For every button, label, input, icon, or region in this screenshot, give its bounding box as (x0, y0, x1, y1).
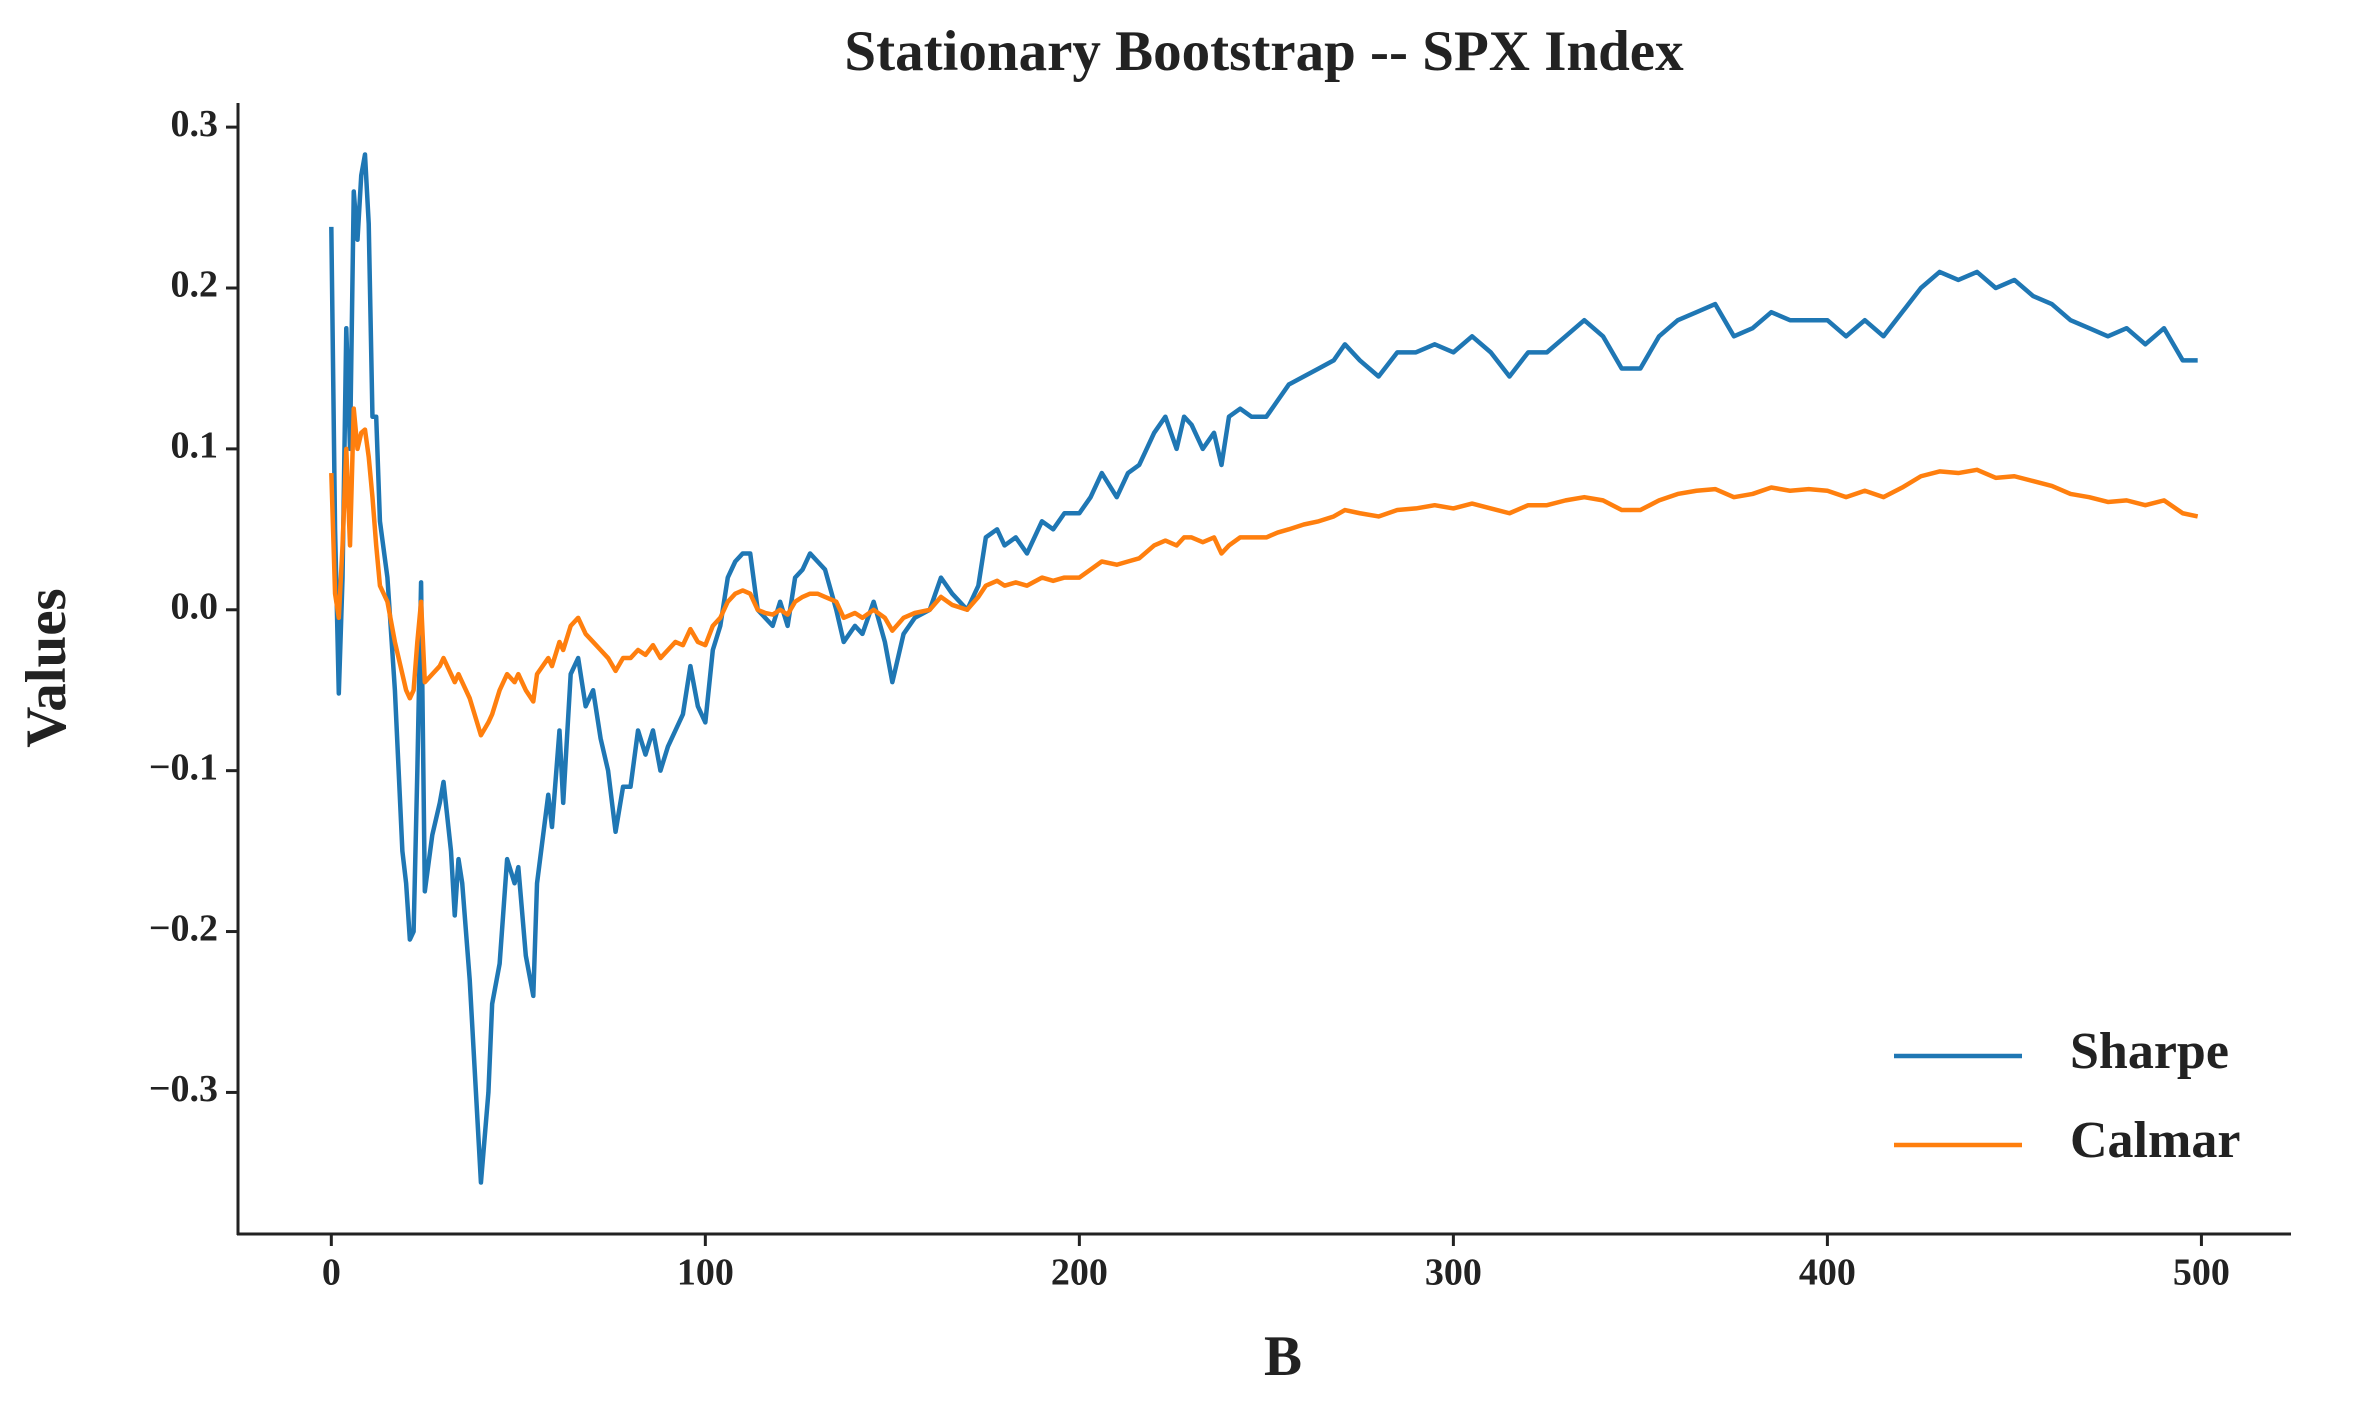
x-tick-label: 400 (1799, 1252, 1856, 1294)
y-tick-label: 0.1 (171, 425, 219, 467)
y-tick-label: −0.1 (149, 746, 218, 788)
y-tick-label: 0.0 (171, 585, 219, 627)
legend-label: Sharpe (2070, 1023, 2229, 1080)
y-tick-label: −0.3 (149, 1068, 218, 1110)
x-tick-label: 500 (2173, 1252, 2230, 1294)
y-tick-label: 0.3 (171, 103, 219, 145)
legend-label: Calmar (2070, 1112, 2240, 1169)
x-tick-label: 300 (1425, 1252, 1482, 1294)
y-tick-label: 0.2 (171, 264, 219, 306)
y-axis-label: Values (15, 588, 78, 747)
series-line (329, 406, 2199, 738)
x-tick-label: 0 (322, 1252, 341, 1294)
x-tick-label: 100 (677, 1252, 734, 1294)
y-tick-label: −0.2 (149, 907, 218, 949)
x-tick-label: 200 (1051, 1252, 1108, 1294)
chart-title: Stationary Bootstrap -- SPX Index (844, 20, 1684, 83)
series-line (329, 152, 2198, 1185)
x-axis-label: B (1264, 1325, 1302, 1388)
